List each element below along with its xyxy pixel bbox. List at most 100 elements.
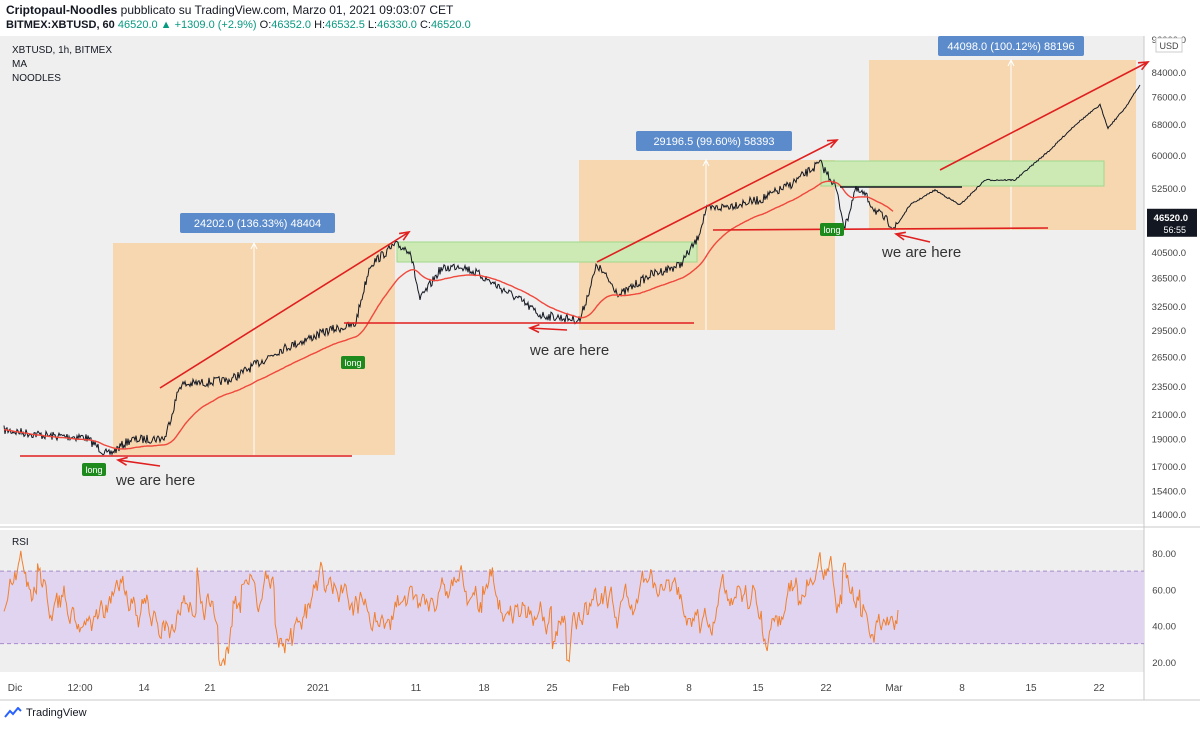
low-value: 46330.0 <box>377 19 417 31</box>
price-series-line <box>3 84 1141 457</box>
trend-arrow-2 <box>596 139 838 263</box>
symbol-label: BITMEX:XBTUSD, 60 <box>6 19 115 31</box>
price-tick-3: 68000.0 <box>1152 120 1186 131</box>
price-tick-12: 23500.0 <box>1152 382 1186 393</box>
legend-symbol[interactable]: XBTUSD, 1h, BITMEX <box>12 45 113 56</box>
price-tick-9: 32500.0 <box>1152 302 1186 313</box>
rsi-pane-label[interactable]: RSI <box>12 537 29 548</box>
time-tick-10: 15 <box>752 683 764 694</box>
support-line-3 <box>712 227 1049 231</box>
chart-legend: XBTUSD, 1h, BITMEX MA NOODLES <box>12 44 112 86</box>
measure-label-bg <box>180 213 335 233</box>
time-tick-14: 15 <box>1025 683 1037 694</box>
chart-header-author: Criptopaul-Noodles pubblicato su Trading… <box>6 3 453 17</box>
measure-label-2: 29196.5 (99.60%) 58393 <box>636 131 792 151</box>
green-zone-2 <box>820 160 1105 187</box>
tradingview-logo-icon <box>4 707 22 718</box>
time-tick-1: 12:00 <box>67 683 92 694</box>
legend-ma[interactable]: MA <box>12 59 27 70</box>
time-tick-8: Feb <box>612 683 630 694</box>
time-tick-0: Dic <box>8 683 22 694</box>
measure-arrow-head-2 <box>702 158 710 167</box>
trend-arrow-2-head <box>826 139 839 149</box>
time-tick-9: 8 <box>686 683 692 694</box>
footer-brand: TradingView <box>4 707 87 719</box>
price-tick-8: 36500.0 <box>1152 274 1186 285</box>
green-zone-1 <box>396 241 698 263</box>
rsi-tick-2: 40.00 <box>1152 622 1176 633</box>
measure-label-bg <box>938 36 1084 56</box>
measure-label-text: 24202.0 (136.33%) 48404 <box>194 218 321 230</box>
here-arrow-2-head <box>527 323 540 334</box>
low-label: L: <box>367 19 378 31</box>
close-label: C: <box>419 19 431 31</box>
currency-badge <box>1155 37 1183 53</box>
long-badge-text-1: long <box>85 465 102 475</box>
trend-arrow-1-head <box>398 230 411 241</box>
current-price-value: 46520.0 <box>1154 213 1188 224</box>
measure-label-text: 44098.0 (100.12%) 88196 <box>947 41 1074 53</box>
measure-box-3 <box>869 60 1136 230</box>
published-info: pubblicato su TradingView.com, Marzo 01,… <box>120 3 454 17</box>
rsi-line <box>3 550 899 666</box>
price-tick-17: 14000.0 <box>1152 510 1186 521</box>
price-tick-2: 76000.0 <box>1152 93 1186 104</box>
long-badge-text-3: long <box>823 225 840 235</box>
we-are-here-label-1: we are here <box>115 472 195 489</box>
time-tick-15: 22 <box>1093 683 1105 694</box>
ma-series-line <box>3 180 894 450</box>
price-tick-10: 29500.0 <box>1152 326 1186 337</box>
open-label: O: <box>259 19 272 31</box>
rsi-tick-1: 60.00 <box>1152 585 1176 596</box>
measure-label-1: 24202.0 (136.33%) 48404 <box>180 213 335 233</box>
price-tick-13: 21000.0 <box>1152 410 1186 421</box>
long-badge-3 <box>820 223 844 236</box>
trend-arrow-1 <box>159 231 410 389</box>
close-value: 46520.0 <box>430 19 471 31</box>
price-tick-14: 19000.0 <box>1152 435 1186 446</box>
author-name: Criptopaul-Noodles <box>6 3 118 17</box>
trend-arrow-3-head <box>1137 61 1150 71</box>
here-arrow-1 <box>117 459 161 467</box>
here-arrow-3-head <box>894 231 906 241</box>
open-value: 46352.0 <box>271 19 312 31</box>
measure-arrow-head-1 <box>250 241 258 250</box>
high-label: H: <box>314 19 326 31</box>
high-value: 46532.5 <box>325 19 365 31</box>
long-badge-2 <box>341 356 365 369</box>
measure-arrow-head-3 <box>1007 58 1015 67</box>
legend-noodles[interactable]: NOODLES <box>12 73 61 84</box>
price-change: 46520.0 ▲ +1309.0 (+2.9%) <box>117 19 257 31</box>
long-badge-text-2: long <box>344 358 361 368</box>
price-tick-16: 15400.0 <box>1152 486 1186 497</box>
rsi-band <box>0 571 1144 644</box>
time-tick-5: 11 <box>411 683 422 694</box>
price-tick-5: 52500.0 <box>1152 184 1186 195</box>
price-tick-11: 26500.0 <box>1152 353 1186 364</box>
here-arrow-3 <box>895 233 931 243</box>
brand-name: TradingView <box>26 707 87 719</box>
time-tick-3: 21 <box>204 683 216 694</box>
we-are-here-label-2: we are here <box>529 342 609 359</box>
long-badge-1 <box>82 463 106 476</box>
time-tick-13: 8 <box>959 683 965 694</box>
measure-label-3: 44098.0 (100.12%) 88196 <box>938 36 1084 56</box>
current-price-tag <box>1147 208 1197 237</box>
rsi-tick-0: 80.00 <box>1152 549 1176 560</box>
time-tick-4: 2021 <box>307 683 330 694</box>
here-arrow-1-head <box>115 456 128 466</box>
measure-label-bg <box>636 131 792 151</box>
time-tick-2: 14 <box>138 683 150 694</box>
we-are-here-label-3: we are here <box>881 244 961 261</box>
trend-arrow-3 <box>939 61 1149 171</box>
currency-label: USD <box>1159 41 1179 51</box>
time-tick-6: 18 <box>478 683 490 694</box>
countdown-value: 56:55 <box>1163 225 1186 235</box>
chart-header-ohlc: BITMEX:XBTUSD, 60 46520.0 ▲ +1309.0 (+2.… <box>6 19 471 31</box>
price-tick-15: 17000.0 <box>1152 462 1186 473</box>
time-tick-7: 25 <box>546 683 558 694</box>
time-tick-12: Mar <box>885 683 903 694</box>
price-tick-1: 84000.0 <box>1152 68 1186 79</box>
rsi-tick-3: 20.00 <box>1152 658 1176 669</box>
